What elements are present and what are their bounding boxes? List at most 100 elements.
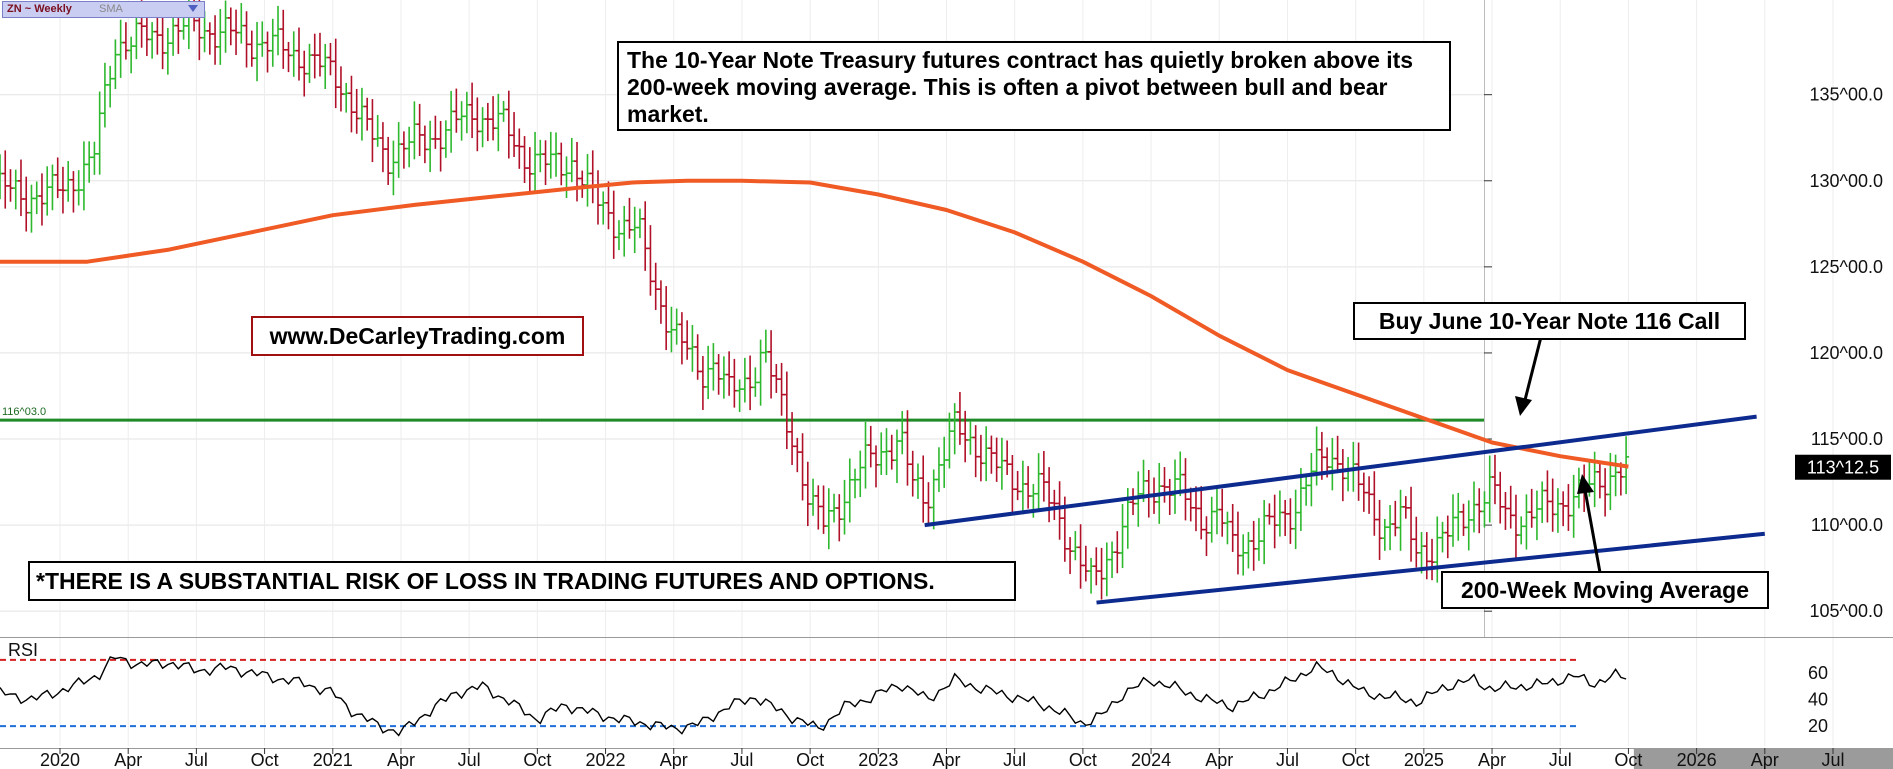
last-price-value: 113^12.5 [1807,458,1879,478]
price-tick-label: 105^00.0 [1809,601,1883,621]
price-bar [1408,486,1415,562]
risk-disclaimer: *THERE IS A SUBSTANTIAL RISK OF LOSS IN … [28,561,1016,601]
indicator-label: SMA [99,3,123,15]
price-bar [12,169,19,210]
price-bar [1198,486,1205,540]
price-bar [1098,547,1105,600]
time-tick-label: Oct [1614,750,1642,769]
price-bar [1072,531,1079,561]
price-bar [1004,440,1011,475]
time-tick-label: Oct [251,750,279,769]
price-bar [825,488,832,550]
price-bar [484,102,491,142]
price-bar [831,493,838,523]
rsi-line [0,656,1627,737]
price-bar [227,7,234,46]
ma-arrow [1577,474,1603,579]
price-bar [369,99,376,163]
price-bar [1339,449,1346,502]
price-bar [1261,500,1268,565]
price-bar [794,437,801,473]
price-bar [820,485,827,534]
ma-text: 200-Week Moving Average [1460,577,1750,603]
price-bar [1539,481,1546,523]
time-tick-label: Apr [387,750,415,769]
call-text: Buy June 10-Year Note 116 Call [1378,308,1721,334]
price-bar [306,43,313,83]
website-annotation: www.DeCarleyTrading.com [251,316,584,356]
price-bar [1397,489,1404,551]
price-bar [563,156,570,198]
time-tick-label: Apr [114,750,142,769]
price-bar [1177,451,1184,497]
price-bar [642,201,649,271]
future-time-shade [1633,749,1893,769]
price-bar [967,421,974,455]
price-bar [1460,503,1467,536]
price-bar [7,169,14,202]
price-bar [1360,472,1367,512]
price-bar [1203,516,1210,557]
price-bar [1088,557,1095,594]
price-bar [914,463,921,499]
price-bar [1292,489,1299,550]
price-bar [1371,471,1378,536]
call-arrow-head [1515,396,1532,416]
price-bar [1056,481,1063,540]
price-bar [783,371,790,450]
price-bar [1166,478,1173,516]
chevron-down-icon[interactable] [188,5,198,12]
price-bar [1093,547,1100,586]
price-bar [977,434,984,482]
price-bar [1119,504,1126,569]
price-bar [731,358,738,408]
price-bar [1051,489,1058,520]
ma-annotation: 200-Week Moving Average [1441,571,1769,609]
price-bar [437,120,444,172]
price-bar [579,170,586,198]
price-bar [1276,490,1283,537]
price-bar [1602,468,1609,517]
price-bar [521,136,528,184]
price-bar [988,435,995,474]
price-bar [233,9,240,55]
time-tick-label: 2022 [586,750,626,769]
price-bar [379,122,386,173]
price-bar [526,147,533,195]
price-bar [2,150,9,209]
rsi-tick-label: 60 [1808,663,1828,683]
price-bar [678,312,685,365]
moving-average-line [0,178,1629,469]
price-bar [1381,518,1388,551]
price-bar [453,88,460,133]
price-bar [605,181,612,230]
price-bar [1187,487,1194,522]
price-bar [768,330,775,399]
price-bar [1387,505,1394,551]
price-bar [1565,484,1572,531]
price-bar [159,12,166,70]
price-tick-label: 115^00.0 [1811,429,1883,449]
price-bar [290,31,297,77]
price-bar [726,351,733,396]
call-annotation: Buy June 10-Year Note 116 Call [1353,302,1746,340]
price-bar [652,262,659,310]
price-bar [553,132,560,177]
price-bar [1376,499,1383,560]
call-arrow [1515,332,1544,416]
price-tick-label: 135^00.0 [1809,85,1883,105]
price-bar [474,97,481,152]
price-bar [594,170,601,225]
rsi-label: RSI [8,640,38,660]
price-bar [909,450,916,497]
ma-arrow-shaft [1583,489,1603,579]
time-tick-label: Oct [1069,750,1097,769]
price-bar [621,205,628,257]
time-tick-label: Apr [932,750,960,769]
rsi-tick-label: 20 [1808,716,1828,736]
price-bar [589,150,596,204]
symbol-selector[interactable]: ZN ~ Weekly SMA [2,1,205,18]
price-bar [998,437,1005,490]
price-bar [862,421,869,489]
price-bar [846,458,853,523]
